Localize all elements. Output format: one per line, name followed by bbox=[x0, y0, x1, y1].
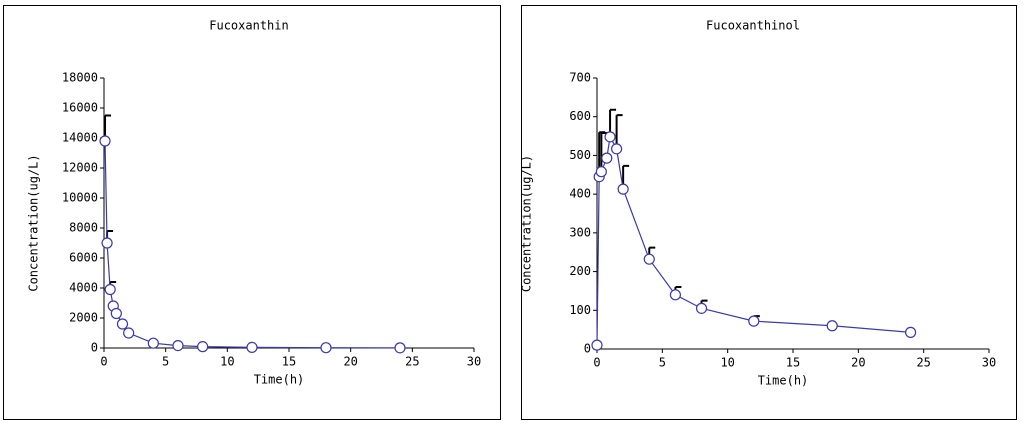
data-point bbox=[591, 339, 603, 351]
data-point bbox=[394, 342, 406, 354]
x-tick-label: 15 bbox=[282, 355, 296, 369]
y-tick-label: 500 bbox=[569, 148, 591, 162]
y-tick-label: 18000 bbox=[62, 71, 98, 85]
data-point bbox=[246, 341, 258, 353]
y-tick-label: 700 bbox=[569, 71, 591, 85]
data-point bbox=[116, 318, 129, 330]
x-tick-label: 10 bbox=[720, 356, 734, 370]
series-line bbox=[596, 134, 911, 346]
data-point bbox=[197, 341, 209, 353]
data-point bbox=[595, 166, 607, 178]
y-axis-label: Concentration(ug/L) bbox=[520, 155, 534, 292]
x-tick-label: 25 bbox=[916, 356, 930, 370]
y-axis-label: Concentration(ug/L) bbox=[27, 154, 41, 291]
x-tick-label: 25 bbox=[405, 355, 419, 369]
data-point bbox=[695, 302, 708, 314]
data-point bbox=[123, 327, 135, 339]
x-tick-label: 20 bbox=[851, 356, 865, 370]
x-tick-label: 5 bbox=[162, 355, 169, 369]
data-point bbox=[172, 340, 184, 352]
panel-frame bbox=[521, 5, 1017, 420]
y-tick-label: 10000 bbox=[62, 191, 98, 205]
data-point bbox=[748, 315, 760, 327]
x-axis-label: Time(h) bbox=[254, 373, 305, 387]
y-tick-label: 200 bbox=[569, 264, 591, 278]
x-tick-label: 10 bbox=[220, 355, 234, 369]
y-tick-label: 100 bbox=[569, 303, 591, 317]
y-tick-label: 8000 bbox=[69, 221, 98, 235]
data-point bbox=[643, 253, 655, 265]
x-tick-label: 30 bbox=[982, 356, 996, 370]
data-point bbox=[147, 337, 159, 349]
data-point bbox=[320, 342, 332, 354]
y-tick-label: 14000 bbox=[62, 131, 98, 145]
data-point bbox=[617, 183, 629, 195]
x-axis-label: Time(h) bbox=[758, 374, 809, 388]
x-tick-label: 15 bbox=[786, 356, 800, 370]
data-point bbox=[601, 152, 613, 164]
panel-frame bbox=[3, 5, 501, 420]
error-bar bbox=[615, 114, 623, 149]
chart-title: Fucoxanthinol bbox=[706, 19, 800, 33]
x-tick-label: 5 bbox=[659, 356, 666, 370]
x-tick-label: 0 bbox=[593, 356, 600, 370]
y-tick-label: 2000 bbox=[69, 311, 98, 325]
x-tick-label: 30 bbox=[467, 355, 481, 369]
x-tick-label: 20 bbox=[343, 355, 357, 369]
y-tick-label: 12000 bbox=[62, 161, 98, 175]
data-point bbox=[604, 131, 616, 143]
y-tick-label: 400 bbox=[569, 187, 591, 201]
data-point bbox=[669, 289, 682, 301]
chart-title: Fucoxanthin bbox=[209, 19, 288, 33]
x-tick-label: 0 bbox=[100, 355, 107, 369]
data-point bbox=[101, 237, 113, 249]
data-point bbox=[610, 143, 623, 155]
y-tick-label: 6000 bbox=[69, 251, 98, 265]
data-point bbox=[904, 326, 917, 338]
y-tick-label: 4000 bbox=[69, 281, 98, 295]
data-point bbox=[99, 135, 111, 147]
y-tick-label: 16000 bbox=[62, 101, 98, 115]
data-point bbox=[826, 320, 838, 332]
y-tick-label: 0 bbox=[584, 342, 591, 356]
y-tick-label: 0 bbox=[91, 341, 98, 355]
y-tick-label: 600 bbox=[569, 109, 591, 123]
data-point bbox=[104, 283, 116, 296]
series-line bbox=[104, 140, 401, 349]
y-tick-label: 300 bbox=[569, 225, 591, 239]
data-point bbox=[110, 307, 122, 320]
